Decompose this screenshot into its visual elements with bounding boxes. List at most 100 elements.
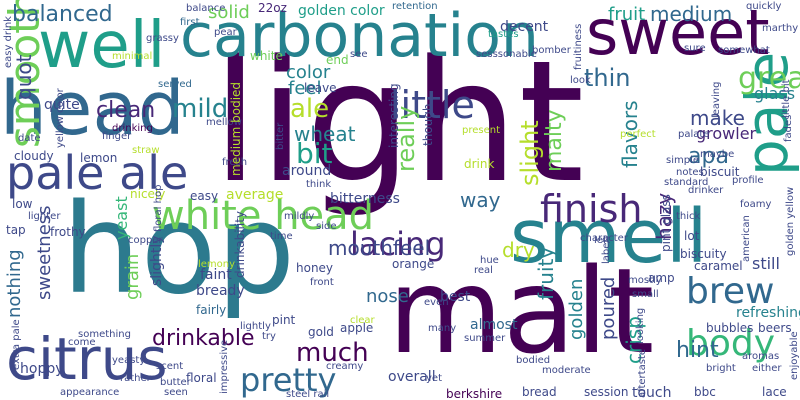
word-floral-hop: floral hop [153, 184, 164, 232]
word-fresh: fresh [222, 157, 248, 168]
word-leaving: leaving [711, 81, 722, 118]
word-sweet: sweet [586, 0, 770, 69]
word-thick: thick [676, 211, 701, 222]
word-overall: overall [388, 369, 436, 385]
word-finger: finger [102, 131, 132, 142]
word-label: label [601, 239, 612, 264]
word-much: much [296, 338, 369, 368]
word-come: come [68, 337, 96, 348]
word-lightly: lightly [240, 321, 271, 332]
word-hint: hint [676, 338, 719, 363]
word-leave: leave [304, 81, 337, 95]
word-steel-rail: steel rail [286, 389, 330, 400]
word-medium-bodied: medium bodied [229, 81, 243, 176]
word-pint: pint [272, 313, 296, 327]
word-notes: notes [676, 167, 704, 178]
word-bready: bready [196, 283, 245, 299]
word-quickly: quickly [746, 1, 782, 12]
word-grain: grain [122, 253, 143, 300]
word-nicely: nicely [130, 187, 166, 201]
word-pale-ale: pale ale [6, 146, 189, 200]
word-lemony: lemony [198, 259, 236, 270]
word-biscuit: biscuit [700, 165, 740, 179]
word-look: look [570, 75, 591, 86]
word-profile: profile [732, 175, 764, 186]
word-somewhat: somewhat [718, 45, 770, 56]
word-bread: bread [522, 385, 557, 399]
word-left: left [594, 235, 611, 246]
word-fruitiness: fruitiness [573, 23, 584, 70]
word-best: best [440, 289, 471, 305]
word-lemon: lemon [80, 151, 118, 165]
word-retention: retention [392, 1, 438, 12]
word-summer: summer [464, 333, 506, 344]
word-session: session [584, 385, 629, 399]
word-well: well [38, 9, 166, 83]
word-biscuity: biscuity [680, 247, 727, 261]
word-growler: growler [696, 124, 757, 143]
word-maybe: maybe [700, 149, 735, 160]
word-creamy: creamy [326, 361, 364, 372]
word-frothy: frothy [50, 225, 86, 239]
word-bit: bit [296, 137, 333, 170]
word-try: try [262, 331, 276, 342]
word-yet: yet [426, 373, 442, 384]
word-american: american [741, 215, 752, 262]
word-drinkability: drinkability [233, 210, 247, 278]
word-golden: golden [566, 278, 587, 340]
word-yeast: yeast [112, 196, 131, 240]
word-caramel: caramel [694, 259, 743, 273]
word-first: first [180, 17, 200, 28]
word-bodied: bodied [516, 355, 551, 366]
word-beers: beers [758, 321, 792, 335]
word-drink: drink [464, 157, 495, 171]
word-malt: malt [388, 242, 655, 380]
word-aftertaste: aftertaste [637, 349, 648, 398]
word-apple: apple [340, 321, 374, 335]
word-standard: standard [664, 177, 709, 188]
word-malty: malty [542, 109, 567, 172]
word-citrus: citrus [6, 325, 168, 393]
word-end: end [326, 53, 349, 67]
word-decent: decent [500, 19, 549, 35]
word-side: side [316, 221, 337, 232]
word-think: think [306, 179, 332, 190]
word-bitterness: bitterness [330, 191, 400, 207]
word-marthy: marthy [762, 23, 799, 34]
word-fruit: fruit [608, 4, 646, 25]
word-medium: medium [650, 2, 733, 26]
word-dry: dry [502, 238, 535, 262]
word-sesssonable: sesssonable [476, 49, 537, 60]
word-sure: sure [684, 43, 706, 54]
word-lot: lot [684, 229, 700, 243]
word-real: real [474, 265, 493, 276]
word-see: see [350, 49, 368, 60]
word-thin: thin [584, 64, 631, 92]
word-way: way [460, 188, 501, 212]
word-honey: honey [296, 261, 334, 275]
word-floral: floral [186, 371, 217, 385]
word-tap: tap [6, 223, 26, 237]
word-almost: almost [470, 317, 518, 333]
word-slightly: slightly [149, 235, 165, 287]
word-golden-color: golden color [298, 3, 385, 19]
word-great: great [738, 61, 800, 96]
word-hoppy: hoppy [20, 361, 64, 377]
word-even: even [424, 297, 449, 308]
word-tastes: tastes [488, 29, 519, 40]
word-seen: seen [164, 387, 188, 398]
word-bbc: bbc [694, 385, 716, 399]
word-cloudy: cloudy [14, 149, 54, 163]
word-lighter: lighter [28, 211, 61, 222]
word-something: something [78, 329, 131, 340]
word-bitter: bitter [275, 122, 286, 150]
word-small: small [632, 289, 659, 300]
word-color: color [286, 62, 331, 83]
word-perfect: perfect [620, 129, 656, 140]
word-enjoyable: enjoyable [789, 331, 800, 380]
word-impressive: impressive [219, 339, 230, 394]
word-22oz: 22oz [258, 1, 287, 15]
word-smell: smell [510, 194, 708, 280]
word-balanced: balanced [12, 2, 113, 27]
